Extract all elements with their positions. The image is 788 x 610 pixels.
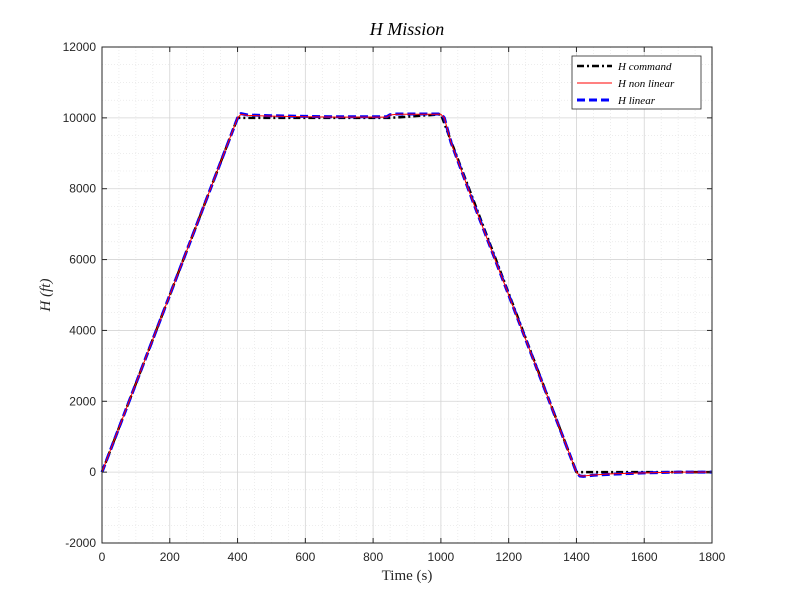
- legend: H command H non linear H linear: [571, 55, 702, 110]
- y-tick-label: 6000: [69, 253, 96, 267]
- x-tick-label: 200: [160, 550, 180, 564]
- y-tick-label: -2000: [65, 536, 96, 550]
- y-tick-label: 2000: [69, 394, 96, 408]
- plot-area: [102, 47, 712, 543]
- x-tick-label: 1200: [495, 550, 522, 564]
- x-axis-label: Time (s): [382, 568, 433, 584]
- y-tick-label: 4000: [69, 323, 96, 337]
- x-tick-label: 1400: [563, 550, 590, 564]
- x-tick-label: 1600: [631, 550, 658, 564]
- x-tick-label: 600: [295, 550, 315, 564]
- y-tick-label: 8000: [69, 182, 96, 196]
- legend-label-linear: H linear: [617, 95, 656, 107]
- chart-title: H Mission: [369, 19, 445, 39]
- plot-frame: [101, 46, 713, 544]
- y-tick-label: 10000: [63, 111, 97, 125]
- series-line-solid: [101, 113, 712, 477]
- y-tick-labels: -2000 0 2000 4000 6000 8000 10000 12000: [63, 40, 97, 550]
- legend-label-command: H command: [617, 61, 672, 73]
- x-tick-label: 1000: [428, 550, 455, 564]
- legend-entry-linear: H linear: [577, 95, 656, 107]
- x-tick-label: 400: [228, 550, 248, 564]
- x-tick-label: 0: [99, 550, 106, 564]
- legend-entry-command: H command: [577, 61, 672, 73]
- series-layer: [100, 112, 712, 478]
- x-tick-labels: 0 200 400 600 800 1000 1200 1400 1600 1800: [99, 550, 726, 564]
- y-tick-label: 12000: [63, 40, 97, 54]
- y-axis-label: H (ft): [38, 279, 54, 313]
- x-tick-label: 800: [363, 550, 383, 564]
- y-tick-label: 0: [89, 465, 96, 479]
- legend-label-non-linear: H non linear: [617, 78, 675, 90]
- axis-ticks: [101, 46, 713, 544]
- legend-entry-non-linear: H non linear: [577, 78, 675, 90]
- x-tick-label: 1800: [699, 550, 726, 564]
